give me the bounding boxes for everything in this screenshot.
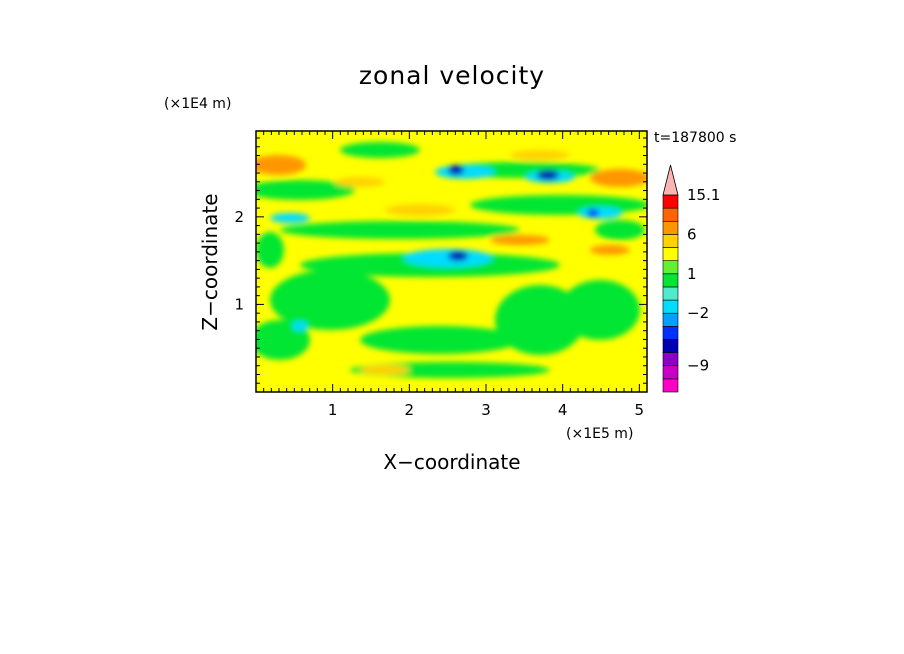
field-patch: [578, 207, 622, 219]
y-tick-label: 1: [234, 295, 244, 313]
field-core: [448, 251, 468, 261]
colorbar-box: [662, 352, 679, 367]
colorbar-max-triangle: [662, 164, 679, 196]
chart-title: zonal velocity: [359, 61, 545, 90]
x-axis: 1 2 3 4 5: [263, 131, 648, 419]
colorbar-label: 1: [687, 265, 697, 283]
field-warm: [256, 155, 306, 175]
field-patch: [292, 321, 308, 331]
field-patch: [435, 165, 495, 179]
colorbar-box: [662, 326, 679, 340]
field-warm: [590, 245, 630, 255]
colorbar-box: [662, 299, 679, 314]
field-warm: [385, 204, 455, 216]
colorbar-box: [662, 260, 679, 275]
y-axis-label: Z−coordinate: [198, 193, 222, 330]
colorbar-box: [662, 234, 679, 248]
colorbar-box: [662, 365, 679, 380]
colorbar-box: [662, 247, 679, 261]
x-axis-unit: (×1E5 m): [566, 426, 633, 442]
contour-field: [256, 131, 647, 392]
field-band: [360, 326, 520, 354]
field-patch: [403, 249, 493, 267]
field-core: [537, 170, 559, 180]
y-axis-unit: (×1E4 m): [164, 96, 231, 112]
colorbar-box: [662, 286, 679, 301]
colorbar: [662, 164, 679, 393]
colorbar-label: −2: [687, 304, 709, 322]
colorbar-label: 6: [687, 225, 697, 243]
field-warm: [490, 235, 550, 245]
field-band: [280, 221, 520, 239]
colorbar-label: −9: [687, 357, 709, 375]
x-tick-label: 1: [328, 401, 338, 419]
field-band: [560, 280, 640, 340]
colorbar-labels: 15.1 6 1 −2 −9: [687, 186, 720, 375]
x-tick-label: 3: [481, 401, 491, 419]
x-tick-label: 4: [558, 401, 568, 419]
field-band: [256, 180, 355, 200]
field-warm: [360, 365, 410, 375]
y-axis: 12: [234, 137, 647, 384]
colorbar-box: [662, 194, 679, 209]
colorbar-box: [662, 207, 679, 222]
colorbar-box: [662, 312, 679, 327]
field-band: [340, 142, 420, 158]
plot-frame: [255, 130, 648, 393]
x-axis-label: X−coordinate: [383, 450, 520, 474]
x-tick-label: 5: [635, 401, 645, 419]
colorbar-box: [662, 339, 679, 353]
field-warm: [335, 177, 385, 187]
colorbar-box: [662, 378, 679, 393]
field-patch: [270, 213, 310, 223]
field-core: [587, 209, 599, 217]
time-label: t=187800 s: [654, 130, 736, 146]
y-tick-label: 2: [234, 208, 244, 226]
field-warm: [510, 150, 570, 160]
field-band: [595, 220, 645, 240]
field-warm: [590, 169, 647, 187]
field-band: [470, 195, 647, 215]
field-core: [448, 165, 464, 175]
colorbar-box: [662, 273, 679, 288]
x-tick-label: 2: [405, 401, 415, 419]
field-band: [270, 270, 390, 330]
colorbar-box: [662, 220, 679, 235]
field-blobs: [256, 142, 647, 378]
colorbar-label: 15.1: [687, 186, 720, 204]
field-band: [256, 232, 284, 268]
